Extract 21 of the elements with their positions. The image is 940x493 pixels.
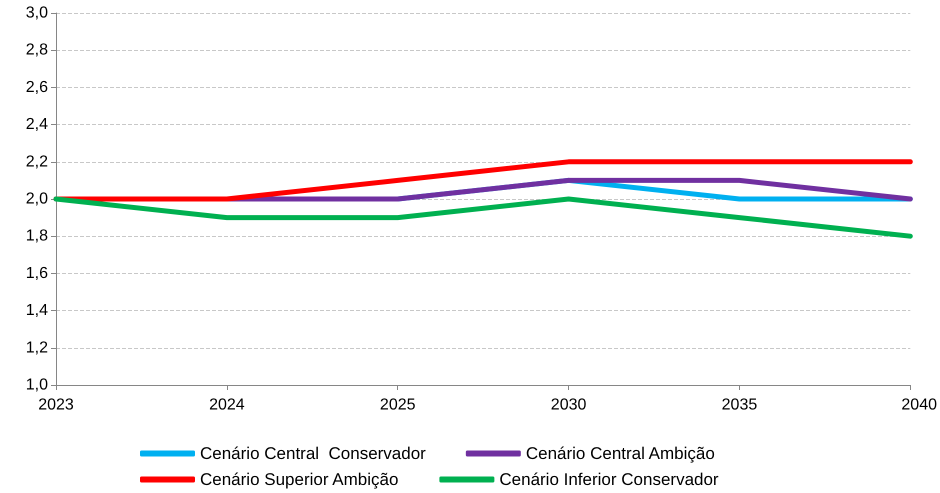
y-tick-label: 2,4 [26,116,48,134]
y-tick-label: 1,2 [26,339,48,356]
legend-label: Cenário Central Ambição [526,444,715,463]
x-tick-label: 2030 [550,396,586,414]
y-tick-label: 1,0 [26,376,48,394]
y-tick-label: 2,6 [26,78,48,96]
y-tick-label: 2,0 [26,190,48,208]
x-tick-label: 2035 [722,396,758,414]
legend-label: Cenário Central Conservador [200,444,426,463]
y-tick-label: 2,2 [26,153,48,170]
legend-label: Cenário Inferior Conservador [499,470,719,489]
x-tick-label: 2025 [380,396,416,414]
y-tick-label: 1,6 [26,264,48,282]
y-tick-label: 1,8 [26,228,48,245]
x-tick-label: 2040 [884,396,938,414]
x-tick-label: 2024 [209,396,245,414]
y-tick-label: 2,8 [26,42,48,59]
y-tick-label: 3,0 [26,4,48,22]
x-tick-label: 2023 [38,396,74,414]
legend-label: Cenário Superior Ambição [200,470,398,489]
y-tick-label: 1,4 [26,302,48,320]
